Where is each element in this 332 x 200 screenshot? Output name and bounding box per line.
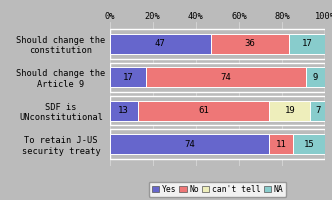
- Bar: [269, 101, 310, 121]
- Text: 74: 74: [184, 140, 195, 149]
- Bar: [146, 67, 306, 87]
- Bar: [110, 101, 138, 121]
- Text: 61: 61: [198, 106, 209, 115]
- Bar: [306, 67, 325, 87]
- Bar: [289, 34, 325, 54]
- Bar: [110, 34, 211, 54]
- Text: 36: 36: [244, 39, 255, 48]
- Text: 9: 9: [313, 73, 318, 82]
- Text: 47: 47: [155, 39, 166, 48]
- Text: 19: 19: [285, 106, 295, 115]
- Bar: [293, 134, 325, 154]
- Text: 11: 11: [276, 140, 287, 149]
- Bar: [110, 129, 325, 159]
- Text: 15: 15: [304, 140, 314, 149]
- Bar: [211, 34, 289, 54]
- Bar: [110, 96, 325, 125]
- Legend: Yes, No, can't tell, NA: Yes, No, can't tell, NA: [149, 182, 286, 197]
- Bar: [110, 67, 146, 87]
- Bar: [110, 29, 325, 59]
- Bar: [138, 101, 269, 121]
- Text: 17: 17: [123, 73, 133, 82]
- Text: 7: 7: [315, 106, 320, 115]
- Bar: [269, 134, 293, 154]
- Text: 17: 17: [302, 39, 312, 48]
- Text: 13: 13: [118, 106, 129, 115]
- Text: 74: 74: [221, 73, 231, 82]
- Bar: [110, 63, 325, 92]
- Bar: [310, 101, 325, 121]
- Bar: [110, 134, 269, 154]
